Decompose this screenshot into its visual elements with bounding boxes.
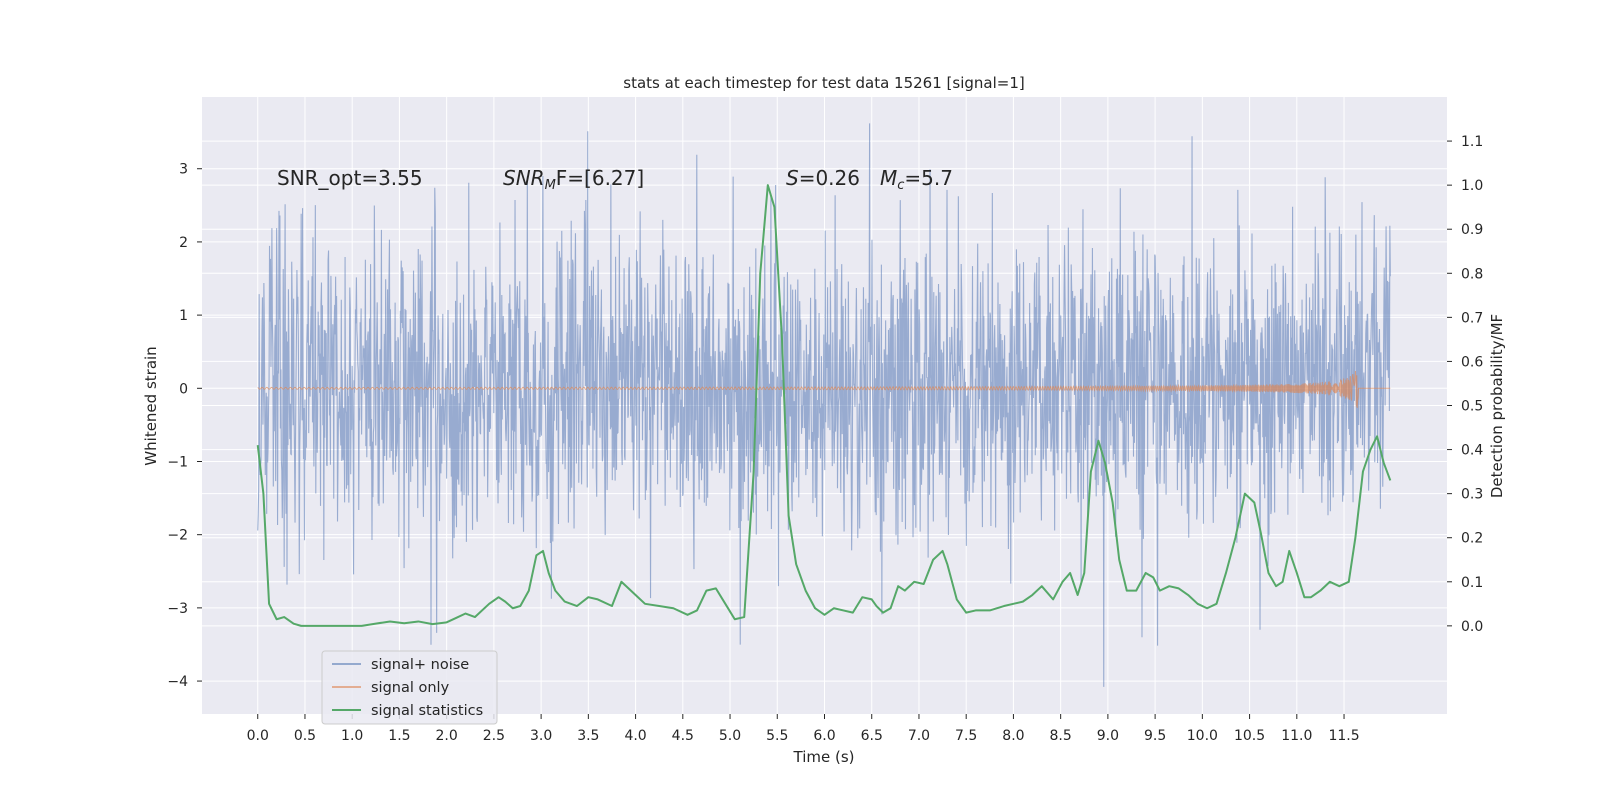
annotation-snr-mf: SNRMF=[6.27]: [503, 166, 644, 193]
x-tick-label: 11.5: [1328, 728, 1359, 744]
y-right-tick-label: 1.1: [1461, 134, 1483, 150]
x-tick-label: 9.0: [1097, 728, 1119, 744]
y-right-tick-label: 0.0: [1461, 619, 1483, 635]
y-right-tick-label: 0.9: [1461, 222, 1483, 238]
y-right-tick-label: 0.7: [1461, 310, 1483, 326]
y-tick-label: −2: [167, 528, 188, 544]
y-tick-label: −3: [167, 601, 188, 617]
y-right-tick-label: 0.4: [1461, 443, 1483, 459]
x-tick-label: 5.5: [766, 728, 788, 744]
annotation-s-rest: =0.26: [799, 166, 860, 190]
series-signal-only: [257, 370, 1391, 408]
legend-box: [321, 650, 498, 725]
signal-only-line: [257, 370, 1391, 408]
y-right-tick-label: 0.2: [1461, 531, 1483, 547]
y-tick-labels: −4 −3 −2 −1 0 1 2 3: [167, 162, 202, 690]
x-tick-label: 6.0: [813, 728, 835, 744]
x-tick-label: 8.0: [1002, 728, 1024, 744]
annotation-mc-main: M: [880, 166, 897, 190]
x-tick-label: 3.5: [577, 728, 599, 744]
y-right-tick-labels: 0.0 0.1 0.2 0.3 0.4 0.5 0.6 0.7 0.8 0.9 1.0 1.1: [1447, 134, 1483, 635]
y-right-tick-label: 0.5: [1461, 399, 1483, 415]
y-right-tick-label: 0.1: [1461, 575, 1483, 591]
x-tick-label: 0.0: [247, 728, 269, 744]
y-tick-label: −4: [167, 674, 188, 690]
legend: signal+ noise signal only signal statist…: [321, 650, 498, 725]
annotation-snr-mf-rest: F=[6.27]: [556, 166, 644, 190]
annotation-snr-opt: SNR_opt=3.55: [277, 166, 423, 190]
annotation-mc-sub: c: [897, 178, 904, 193]
x-tick-label: 7.5: [955, 728, 977, 744]
x-tick-label: 11.0: [1281, 728, 1312, 744]
y-tick-label: 3: [179, 162, 188, 178]
x-axis-label: Time (s): [793, 748, 855, 766]
y-tick-label: −1: [167, 454, 188, 470]
y-right-axis-label: Detection probability/MF: [1488, 314, 1506, 498]
annotation-s: S=0.26: [786, 166, 860, 190]
x-tick-label: 10.5: [1234, 728, 1265, 744]
series-signal-statistics: [256, 184, 1392, 627]
series-signal-plus-noise: [257, 123, 1391, 687]
x-tick-label: 10.0: [1187, 728, 1218, 744]
x-tick-label: 1.5: [388, 728, 410, 744]
annotation-snr-mf-main: SNR: [503, 166, 545, 190]
y-tick-label: 0: [179, 381, 188, 397]
y-axis-label: Whitened strain: [142, 346, 160, 465]
x-tick-label: 9.5: [1144, 728, 1166, 744]
signal-statistics-line: [256, 184, 1392, 627]
annotation-s-symbol: S: [786, 166, 799, 190]
x-tick-label: 7.0: [908, 728, 930, 744]
annotation-snr-mf-sub: M: [545, 178, 556, 193]
x-tick-label: 2.0: [436, 728, 458, 744]
legend-label-signal-statistics: signal statistics: [371, 703, 483, 719]
x-tick-label: 6.5: [861, 728, 883, 744]
legend-label-signal-only: signal only: [371, 680, 450, 696]
annotation-mc: Mc=5.7: [880, 166, 953, 193]
x-tick-label: 3.0: [530, 728, 552, 744]
x-tick-label: 4.5: [672, 728, 694, 744]
y-right-tick-label: 0.3: [1461, 487, 1483, 503]
legend-label-signal-plus-noise: signal+ noise: [371, 657, 469, 673]
chart-title: stats at each timestep for test data 152…: [623, 74, 1024, 92]
y-right-tick-label: 1.0: [1461, 178, 1483, 194]
x-tick-label: 0.5: [294, 728, 316, 744]
y-tick-label: 2: [179, 235, 188, 251]
y-tick-label: 1: [179, 308, 188, 324]
x-tick-label: 2.5: [483, 728, 505, 744]
x-tick-label: 5.0: [719, 728, 741, 744]
x-tick-labels: 0.0 0.5 1.0 1.5 2.0 2.5 3.0 3.5 4.0 4.5 5.0 5.5 6.0 6…: [247, 714, 1360, 744]
x-tick-label: 4.0: [624, 728, 646, 744]
x-tick-label: 8.5: [1050, 728, 1072, 744]
annotation-mc-rest: =5.7: [904, 166, 953, 190]
y-right-tick-label: 0.6: [1461, 354, 1483, 370]
y-right-tick-label: 0.8: [1461, 266, 1483, 282]
x-tick-label: 1.0: [341, 728, 363, 744]
signal-plus-noise-line: [257, 123, 1391, 687]
